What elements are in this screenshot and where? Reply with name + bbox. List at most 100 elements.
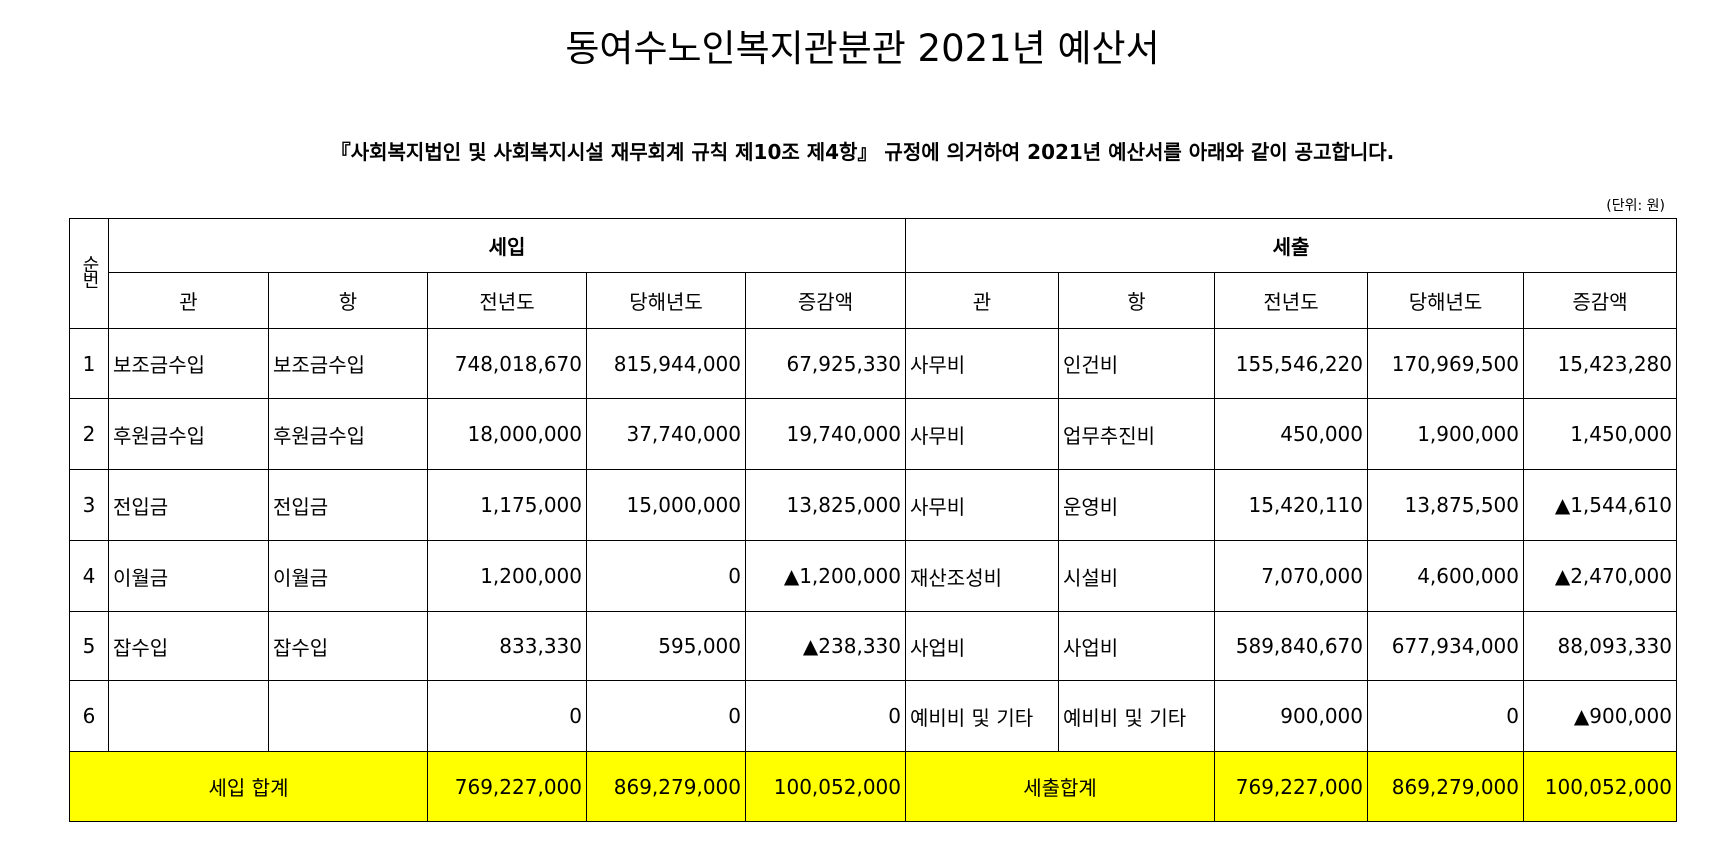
table-row: 5 잡수입 잡수입 833,330 595,000 ▲238,330 사업비 사업비 589,8… [69,611,1677,681]
expense-total-curr: 869,279,000 [1367,751,1524,822]
expense-prev-cell: 900,000 [1214,680,1368,752]
expense-curr-cell: 1,900,000 [1367,398,1524,470]
income-gwan-cell: 이월금 [108,540,269,612]
seq-cell: 1 [69,328,109,399]
expense-curr-cell: 0 [1367,680,1524,752]
table-row: 3 전입금 전입금 1,175,000 15,000,000 13,825,000 사무비 운… [69,469,1677,541]
header-row-1: 순번 세입 세출 [69,218,1677,329]
column-header: 전년도 [1214,272,1368,329]
expense-gwan-cell: 사무비 [905,469,1059,541]
income-gwan-cell: 전입금 [108,469,269,541]
expense-hang-cell: 시설비 [1058,540,1215,612]
expense-prev-cell: 15,420,110 [1214,469,1368,541]
expense-total-diff: 100,052,000 [1523,751,1677,822]
income-diff-cell: 0 [745,680,906,752]
expense-gwan-cell: 예비비 및 기타 [905,680,1059,752]
expense-gwan-cell: 사업비 [905,611,1059,681]
income-diff-cell: 13,825,000 [745,469,906,541]
income-diff-cell: ▲1,200,000 [745,540,906,612]
expense-hang-cell: 인건비 [1058,328,1215,399]
income-hang-cell: 잡수입 [268,611,428,681]
seq-header: 순번 [69,218,109,329]
income-hang-cell: 전입금 [268,469,428,541]
income-prev-cell: 748,018,670 [427,328,587,399]
expense-diff-cell: 15,423,280 [1523,328,1677,399]
expense-header: 세출 [905,218,1677,273]
seq-cell: 3 [69,469,109,541]
income-curr-cell: 0 [586,540,746,612]
income-curr-cell: 15,000,000 [586,469,746,541]
table-row: 1 보조금수입 보조금수입 748,018,670 815,944,000 67,925,… [69,328,1677,399]
income-prev-cell: 0 [427,680,587,752]
expense-hang-cell: 업무추진비 [1058,398,1215,470]
expense-curr-cell: 4,600,000 [1367,540,1524,612]
expense-gwan-cell: 사무비 [905,398,1059,470]
income-total-diff: 100,052,000 [745,751,906,822]
income-prev-cell: 1,175,000 [427,469,587,541]
income-diff-cell: 67,925,330 [745,328,906,399]
expense-diff-cell: 1,450,000 [1523,398,1677,470]
column-header: 증감액 [745,272,906,329]
page-title: 동여수노인복지관분관 2021년 예산서 [565,27,1160,70]
column-header: 증감액 [1523,272,1677,329]
income-hang-cell: 후원금수입 [268,398,428,470]
column-header: 당해년도 [586,272,746,329]
income-prev-cell: 833,330 [427,611,587,681]
expense-curr-cell: 677,934,000 [1367,611,1524,681]
income-curr-cell: 0 [586,680,746,752]
total-row: 세입 합계 769,227,000 869,279,000 100,052,00… [69,751,1677,822]
expense-prev-cell: 155,546,220 [1214,328,1368,399]
income-curr-cell: 595,000 [586,611,746,681]
column-header: 항 [1058,272,1215,329]
expense-prev-cell: 7,070,000 [1214,540,1368,612]
notice-text: 『사회복지법인 및 사회복지시설 재무회계 규칙 제10조 제4항』 규정에 의… [330,140,1395,164]
income-total-prev: 769,227,000 [427,751,587,822]
income-header: 세입 [108,218,906,273]
column-header: 당해년도 [1367,272,1524,329]
expense-diff-cell: ▲1,544,610 [1523,469,1677,541]
income-total-curr: 869,279,000 [586,751,746,822]
income-hang-cell [268,680,428,752]
header-row-2: 관 항 전년도 당해년도 증감액 관 항 전년도 당해년도 증감액 [70,272,1677,329]
expense-diff-cell: ▲2,470,000 [1523,540,1677,612]
table-row: 2 후원금수입 후원금수입 18,000,000 37,740,000 19,740,00… [69,398,1677,470]
seq-cell: 6 [69,680,109,752]
seq-cell: 2 [69,398,109,470]
expense-hang-cell: 운영비 [1058,469,1215,541]
income-curr-cell: 37,740,000 [586,398,746,470]
income-prev-cell: 18,000,000 [427,398,587,470]
income-gwan-cell [108,680,269,752]
unit-label: (단위: 원) [1606,198,1665,214]
expense-prev-cell: 450,000 [1214,398,1368,470]
budget-table: 순번 세입 세출 관 항 전년도 당해년도 증감액 관 항 전년도 당해년도 증감액 1 보조금수입… [69,218,1677,822]
income-diff-cell: 19,740,000 [745,398,906,470]
table-row: 4 이월금 이월금 1,200,000 0 ▲1,200,000 재산조성비 시설비 7,070… [69,540,1677,612]
expense-total-label: 세출합계 [905,751,1215,822]
income-gwan-cell: 잡수입 [108,611,269,681]
income-curr-cell: 815,944,000 [586,328,746,399]
expense-diff-cell: ▲900,000 [1523,680,1677,752]
expense-gwan-cell: 사무비 [905,328,1059,399]
table-row: 6 0 0 0 예비비 및 기타 예비비 및 기타 900,000 0 ▲900,000 [69,680,1677,752]
column-header: 항 [268,272,428,329]
expense-prev-cell: 589,840,670 [1214,611,1368,681]
column-header: 관 [108,272,269,329]
income-diff-cell: ▲238,330 [745,611,906,681]
income-gwan-cell: 보조금수입 [108,328,269,399]
expense-total-prev: 769,227,000 [1214,751,1368,822]
income-gwan-cell: 후원금수입 [108,398,269,470]
income-total-label: 세입 합계 [69,751,428,822]
expense-curr-cell: 13,875,500 [1367,469,1524,541]
income-hang-cell: 이월금 [268,540,428,612]
expense-diff-cell: 88,093,330 [1523,611,1677,681]
column-header: 관 [905,272,1059,329]
seq-cell: 5 [69,611,109,681]
income-prev-cell: 1,200,000 [427,540,587,612]
expense-hang-cell: 예비비 및 기타 [1058,680,1215,752]
expense-hang-cell: 사업비 [1058,611,1215,681]
expense-gwan-cell: 재산조성비 [905,540,1059,612]
column-header: 전년도 [427,272,587,329]
expense-curr-cell: 170,969,500 [1367,328,1524,399]
seq-cell: 4 [69,540,109,612]
income-hang-cell: 보조금수입 [268,328,428,399]
